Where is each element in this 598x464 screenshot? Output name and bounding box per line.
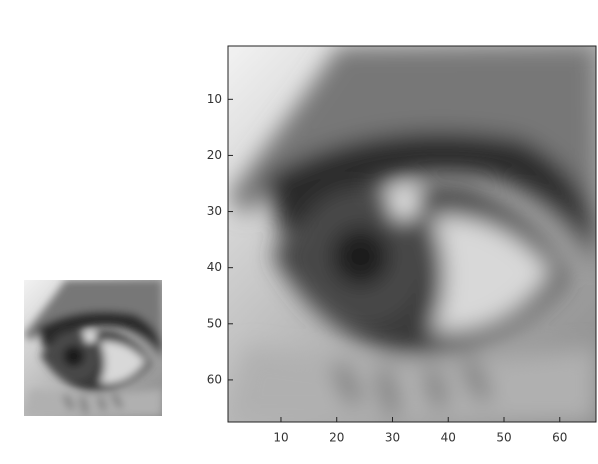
- y-tick-label: 20: [207, 148, 222, 162]
- x-tick-label: 20: [329, 431, 344, 445]
- y-tick-label: 30: [207, 204, 222, 218]
- x-tick-label: 60: [552, 431, 567, 445]
- y-tick-label: 50: [207, 316, 222, 330]
- thumbnail-image: [24, 280, 162, 416]
- main-image: [228, 46, 596, 422]
- figure: 10 20 30 40 50 60 10 20 30 40 50 60: [0, 0, 598, 464]
- y-tick-label: 60: [207, 372, 222, 386]
- x-tick-label: 40: [441, 431, 456, 445]
- y-tick-label: 10: [207, 92, 222, 106]
- x-tick-label: 10: [273, 431, 288, 445]
- x-tick-label: 30: [385, 431, 400, 445]
- x-tick-label: 50: [496, 431, 511, 445]
- y-tick-label: 40: [207, 260, 222, 274]
